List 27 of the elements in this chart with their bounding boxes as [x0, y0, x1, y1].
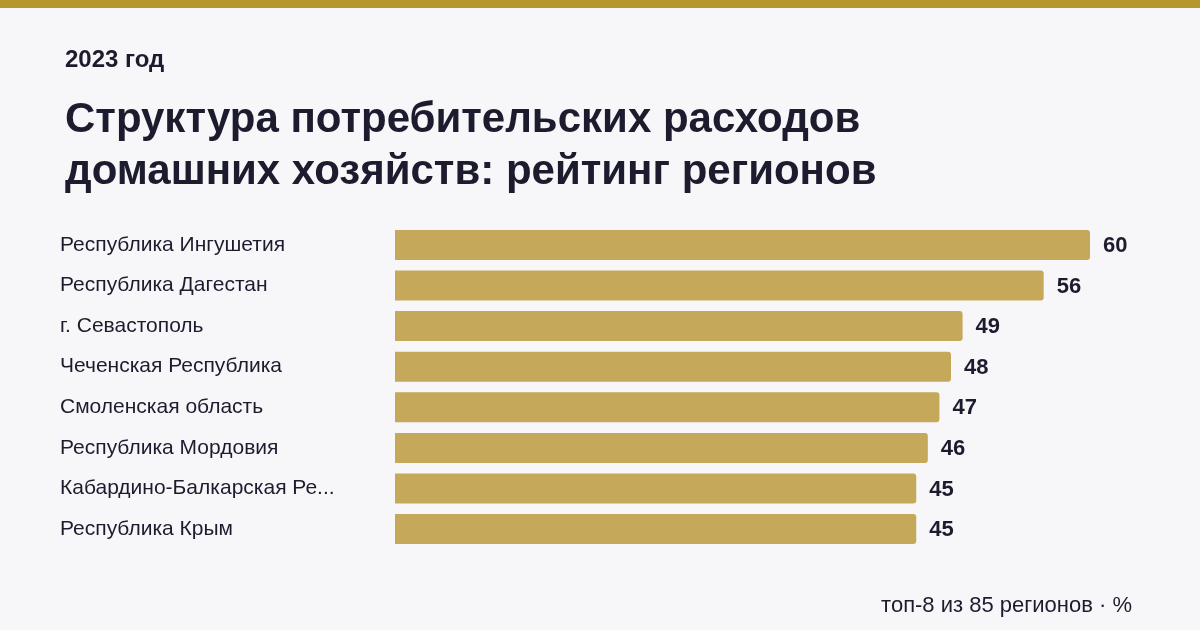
bar: [395, 432, 928, 463]
bar: [395, 514, 917, 545]
data-label: 48: [964, 353, 989, 379]
y-tick-label: Кабардино-Балкарская Ре...: [60, 475, 335, 499]
bar: [395, 270, 1044, 301]
data-label: 60: [1103, 231, 1128, 257]
bar: [395, 392, 940, 423]
y-tick-label: Республика Дагестан: [60, 272, 268, 296]
bar: [395, 311, 963, 342]
data-label: 46: [940, 434, 966, 460]
y-tick-label: Республика Крым: [60, 515, 234, 539]
y-tick-label: г. Севастополь: [60, 312, 204, 336]
data-label: 45: [929, 475, 954, 501]
text: 2023 год: [65, 45, 165, 73]
bar: [395, 229, 1090, 260]
data-label: 45: [929, 516, 954, 542]
y-tick-label: Смоленская область: [60, 394, 264, 418]
data-label: 49: [975, 313, 1001, 339]
y-tick-label: Республика Ингушетия: [60, 231, 286, 255]
bar: [395, 351, 951, 382]
chart-title: Структура потребительских расходов домашних хозяйств: рейтинг регионов: [65, 93, 878, 195]
y-tick-label: Республика Мордовия: [60, 434, 279, 458]
y-tick-label: Чеченская Республика: [60, 353, 283, 377]
data-label: 47: [952, 394, 977, 420]
text: топ-8 из 85 регионов · %: [881, 592, 1132, 618]
bar: [395, 473, 917, 504]
data-label: 56: [1056, 272, 1082, 298]
